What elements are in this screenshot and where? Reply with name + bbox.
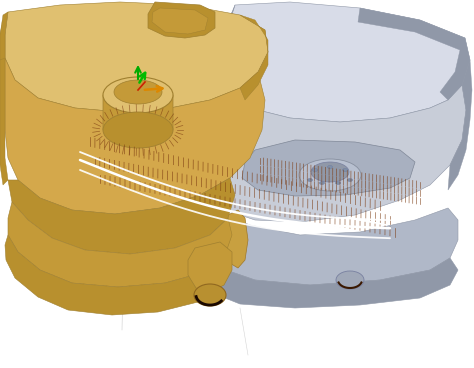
Polygon shape xyxy=(188,242,232,292)
Ellipse shape xyxy=(343,169,347,171)
Ellipse shape xyxy=(308,178,312,181)
Polygon shape xyxy=(5,2,268,112)
Polygon shape xyxy=(448,60,472,190)
Polygon shape xyxy=(358,8,470,100)
Polygon shape xyxy=(0,20,8,185)
Polygon shape xyxy=(200,250,458,308)
Polygon shape xyxy=(205,70,466,222)
Ellipse shape xyxy=(114,80,162,104)
Ellipse shape xyxy=(336,181,340,184)
Polygon shape xyxy=(0,12,8,60)
Ellipse shape xyxy=(312,169,318,171)
Polygon shape xyxy=(240,15,268,100)
Polygon shape xyxy=(8,202,232,287)
Polygon shape xyxy=(152,8,208,34)
Polygon shape xyxy=(214,5,235,70)
Ellipse shape xyxy=(319,181,325,184)
Polygon shape xyxy=(103,95,173,140)
Polygon shape xyxy=(224,210,248,268)
Ellipse shape xyxy=(103,77,173,113)
Polygon shape xyxy=(205,208,458,285)
Ellipse shape xyxy=(336,271,364,289)
Polygon shape xyxy=(242,140,415,196)
Ellipse shape xyxy=(328,166,332,169)
Polygon shape xyxy=(5,58,265,214)
Ellipse shape xyxy=(299,159,361,191)
Ellipse shape xyxy=(311,162,349,182)
Ellipse shape xyxy=(103,112,173,148)
Ellipse shape xyxy=(347,178,353,181)
Polygon shape xyxy=(8,178,235,254)
Polygon shape xyxy=(148,2,215,38)
Ellipse shape xyxy=(194,284,226,306)
Polygon shape xyxy=(5,235,228,315)
Polygon shape xyxy=(218,2,470,122)
